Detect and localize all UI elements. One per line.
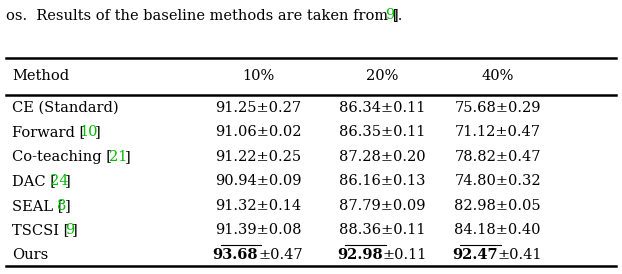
Text: ]: ] [65,174,70,189]
Text: ]: ] [124,150,130,164]
Text: Method: Method [12,69,70,83]
Text: 91.06±0.02: 91.06±0.02 [215,125,302,139]
Text: 91.22±0.25: 91.22±0.25 [215,150,301,164]
Text: 9: 9 [65,223,74,237]
Text: TSCSI [: TSCSI [ [12,223,70,237]
Text: 87.28±0.20: 87.28±0.20 [339,150,426,164]
Text: 87.79±0.09: 87.79±0.09 [339,199,426,213]
Text: 93.68: 93.68 [213,248,258,262]
Text: SEAL [: SEAL [ [12,199,64,213]
Text: 92.47: 92.47 [452,248,498,262]
Text: 86.16±0.13: 86.16±0.13 [339,174,426,189]
Text: 86.34±0.11: 86.34±0.11 [340,101,425,115]
Text: 40%: 40% [481,69,514,83]
Text: 10: 10 [80,125,98,139]
Text: ±0.41: ±0.41 [498,248,542,262]
Text: CE (Standard): CE (Standard) [12,101,119,115]
Text: 24: 24 [50,174,68,189]
Text: 74.80±0.32: 74.80±0.32 [454,174,541,189]
Text: 90.94±0.09: 90.94±0.09 [215,174,302,189]
Text: os.  Results of the baseline methods are taken from [: os. Results of the baseline methods are … [6,8,399,22]
Text: 88.36±0.11: 88.36±0.11 [339,223,426,237]
Text: 10%: 10% [242,69,274,83]
Text: DAC [: DAC [ [12,174,57,189]
Text: ]: ] [95,125,100,139]
Text: 91.39±0.08: 91.39±0.08 [215,223,302,237]
Text: 86.35±0.11: 86.35±0.11 [340,125,425,139]
Text: 91.32±0.14: 91.32±0.14 [215,199,301,213]
Text: 21: 21 [109,150,128,164]
Text: Ours: Ours [12,248,49,262]
Text: ]: ] [72,223,78,237]
Text: 75.68±0.29: 75.68±0.29 [454,101,541,115]
Text: 92.98: 92.98 [337,248,383,262]
Text: ].: ]. [392,8,403,22]
Text: Forward [: Forward [ [12,125,86,139]
Text: 8: 8 [57,199,67,213]
Text: Co-teaching [: Co-teaching [ [12,150,113,164]
Text: ]: ] [65,199,70,213]
Text: ±0.47: ±0.47 [258,248,303,262]
Text: 78.82±0.47: 78.82±0.47 [454,150,541,164]
Text: 82.98±0.05: 82.98±0.05 [454,199,541,213]
Text: 9: 9 [386,8,394,22]
Text: 20%: 20% [366,69,399,83]
Text: 71.12±0.47: 71.12±0.47 [455,125,541,139]
Text: 91.25±0.27: 91.25±0.27 [215,101,301,115]
Text: ±0.11: ±0.11 [383,248,427,262]
Text: 84.18±0.40: 84.18±0.40 [454,223,541,237]
